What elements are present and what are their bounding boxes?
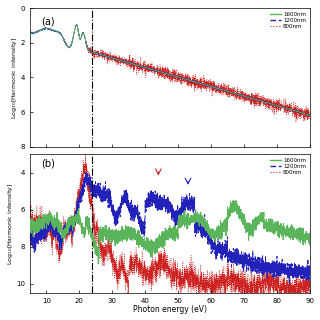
X-axis label: Photon energy (eV): Photon energy (eV) — [133, 306, 207, 315]
Y-axis label: Log$_{10}$[Harmonic intensity]: Log$_{10}$[Harmonic intensity] — [5, 183, 14, 265]
Legend: 1600nm, 1200nm, 800nm: 1600nm, 1200nm, 800nm — [268, 11, 307, 30]
Text: (a): (a) — [41, 16, 55, 26]
Y-axis label: Log$_{10}$[Harmonic intensity]: Log$_{10}$[Harmonic intensity] — [10, 36, 19, 119]
Text: (b): (b) — [41, 159, 55, 169]
Legend: 1600nm, 1200nm, 800nm: 1600nm, 1200nm, 800nm — [268, 157, 307, 176]
